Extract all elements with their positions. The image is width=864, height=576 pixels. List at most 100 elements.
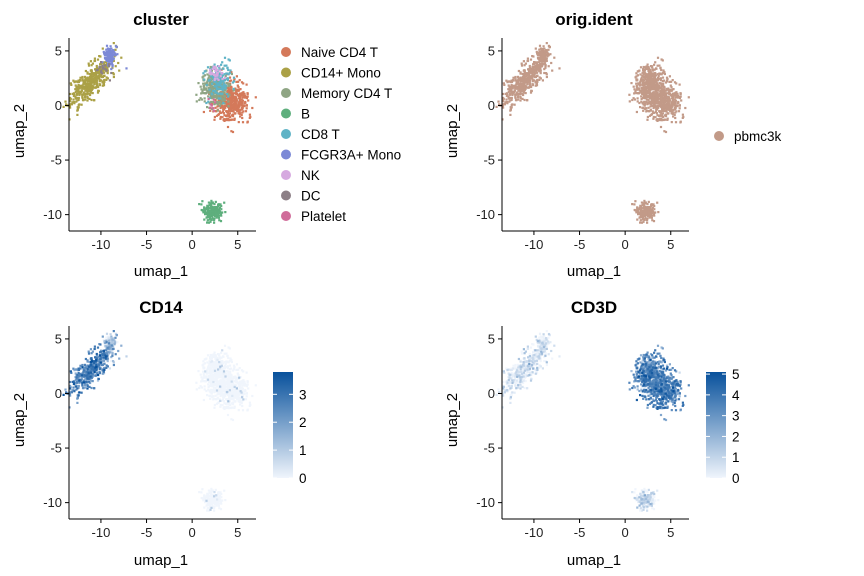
data-point (670, 97, 673, 100)
data-point (660, 82, 663, 85)
data-point (545, 42, 548, 45)
data-point (640, 201, 643, 204)
data-point (536, 80, 539, 83)
data-point (235, 98, 238, 101)
data-point (213, 366, 216, 370)
data-point (223, 114, 226, 117)
data-point (636, 78, 639, 81)
data-point (219, 75, 222, 78)
data-point (651, 83, 654, 86)
data-point (203, 388, 206, 391)
data-point (224, 74, 227, 78)
data-point (69, 100, 72, 103)
data-point (534, 47, 537, 50)
data-point (238, 376, 241, 379)
data-point (205, 369, 209, 372)
data-point (112, 361, 115, 364)
data-point (226, 67, 229, 70)
data-point (218, 214, 221, 217)
data-point (215, 360, 219, 363)
data-point (86, 379, 89, 382)
data-point (207, 498, 210, 501)
data-point (213, 115, 216, 119)
data-point (100, 66, 103, 69)
data-point (229, 398, 232, 401)
data-point (638, 81, 642, 84)
data-point (86, 96, 89, 99)
data-point (216, 100, 220, 104)
data-point (213, 103, 216, 106)
data-point (102, 84, 106, 87)
data-point (519, 71, 522, 74)
data-point (222, 94, 226, 97)
data-point (504, 92, 507, 95)
data-point (223, 407, 226, 410)
data-point (120, 344, 123, 347)
data-point (209, 377, 213, 380)
data-point (650, 65, 653, 68)
data-point (207, 509, 211, 512)
data-point (209, 93, 212, 96)
data-point (76, 99, 79, 102)
data-point (232, 107, 235, 110)
data-point (663, 86, 666, 89)
data-point (245, 371, 248, 374)
data-point (655, 94, 659, 97)
data-point (664, 106, 667, 109)
data-point (69, 106, 72, 109)
data-point (510, 98, 513, 101)
data-point (635, 88, 638, 91)
data-point (522, 91, 525, 94)
data-point (528, 77, 532, 80)
data-point (215, 81, 218, 84)
data-point (513, 89, 517, 92)
data-point (234, 379, 238, 382)
data-point (113, 341, 117, 344)
data-point (221, 382, 224, 385)
data-point (111, 66, 114, 69)
data-point (526, 99, 529, 102)
data-point (520, 92, 523, 95)
data-point (212, 370, 215, 373)
data-point (210, 503, 213, 506)
data-point (221, 61, 224, 64)
data-point (77, 89, 80, 92)
data-point (232, 76, 236, 79)
data-point (674, 111, 677, 114)
data-point (637, 82, 640, 85)
data-point (217, 392, 220, 395)
data-point (233, 99, 236, 102)
data-point (74, 372, 77, 375)
data-point (103, 80, 106, 83)
data-point (75, 100, 78, 103)
data-point (676, 102, 679, 105)
data-point (77, 79, 80, 82)
legend-label: NK (301, 168, 320, 183)
data-point (661, 104, 665, 107)
data-point (656, 114, 659, 117)
data-point (105, 76, 108, 79)
data-point (216, 356, 219, 359)
data-point (219, 100, 222, 103)
data-point (236, 392, 239, 395)
data-point (210, 201, 213, 205)
data-point (647, 70, 650, 73)
data-point (206, 219, 209, 222)
data-point (110, 348, 113, 351)
data-point (638, 89, 641, 92)
data-point (219, 115, 222, 119)
data-point (199, 85, 202, 88)
data-point (640, 100, 643, 103)
data-point (642, 65, 645, 69)
data-point (227, 393, 230, 396)
data-point (538, 78, 541, 81)
data-point (245, 104, 248, 107)
data-point (82, 91, 85, 94)
data-point (203, 87, 206, 90)
data-point (208, 506, 211, 509)
data-point (519, 92, 522, 95)
data-point (212, 93, 215, 96)
data-point (650, 80, 653, 83)
data-point (642, 82, 645, 85)
data-point (209, 391, 212, 394)
